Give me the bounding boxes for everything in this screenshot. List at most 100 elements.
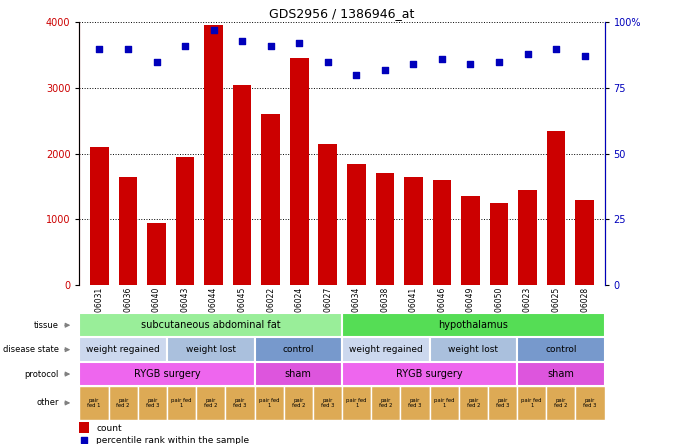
Bar xyxy=(547,386,576,420)
Text: pair
fed 3: pair fed 3 xyxy=(583,397,597,408)
Text: disease state: disease state xyxy=(3,345,59,354)
Bar xyxy=(347,163,366,285)
Title: GDS2956 / 1386946_at: GDS2956 / 1386946_at xyxy=(269,7,415,20)
Text: hypothalamus: hypothalamus xyxy=(438,320,509,330)
Bar xyxy=(79,337,167,362)
Point xyxy=(322,58,333,65)
Text: pair
fed 3: pair fed 3 xyxy=(408,397,422,408)
Bar xyxy=(488,386,517,420)
Bar xyxy=(342,313,605,337)
Bar xyxy=(433,180,451,285)
Bar xyxy=(205,25,223,285)
Point xyxy=(265,42,276,49)
Bar xyxy=(459,386,488,420)
Text: sham: sham xyxy=(285,369,312,379)
Point xyxy=(493,58,504,65)
Text: pair fed
1: pair fed 1 xyxy=(522,397,542,408)
Text: control: control xyxy=(283,345,314,354)
Point xyxy=(151,58,162,65)
Bar xyxy=(233,85,252,285)
Bar xyxy=(284,386,313,420)
Bar xyxy=(576,200,594,285)
Bar xyxy=(313,386,342,420)
Bar xyxy=(404,177,423,285)
Text: weight lost: weight lost xyxy=(448,345,498,354)
Bar xyxy=(517,337,605,362)
Point xyxy=(180,42,191,49)
Bar xyxy=(167,337,254,362)
Bar xyxy=(342,337,430,362)
Text: pair fed
1: pair fed 1 xyxy=(259,397,279,408)
Bar xyxy=(290,58,308,285)
Bar xyxy=(147,223,166,285)
Bar xyxy=(517,386,547,420)
Text: pair
fed 3: pair fed 3 xyxy=(146,397,159,408)
Text: pair
fed 1: pair fed 1 xyxy=(87,397,101,408)
Bar xyxy=(138,386,167,420)
Bar xyxy=(371,386,400,420)
Text: pair
fed 2: pair fed 2 xyxy=(204,397,218,408)
Text: RYGB surgery: RYGB surgery xyxy=(396,369,463,379)
Point xyxy=(122,45,133,52)
Text: subcutaneous abdominal fat: subcutaneous abdominal fat xyxy=(141,320,281,330)
Bar xyxy=(79,386,108,420)
Bar xyxy=(400,386,430,420)
Bar xyxy=(225,386,254,420)
Text: weight regained: weight regained xyxy=(86,345,160,354)
Bar xyxy=(254,337,342,362)
Text: pair
fed 2: pair fed 2 xyxy=(379,397,392,408)
Point xyxy=(94,45,105,52)
Point xyxy=(379,66,390,73)
Bar xyxy=(167,386,196,420)
Point xyxy=(351,71,362,78)
Text: RYGB surgery: RYGB surgery xyxy=(133,369,200,379)
Bar xyxy=(517,362,605,386)
Text: pair
fed 3: pair fed 3 xyxy=(496,397,509,408)
Bar xyxy=(461,196,480,285)
Bar xyxy=(79,313,342,337)
Text: pair
fed 2: pair fed 2 xyxy=(117,397,130,408)
Point xyxy=(208,27,219,34)
Text: weight lost: weight lost xyxy=(186,345,236,354)
Text: pair
fed 2: pair fed 2 xyxy=(554,397,567,408)
Bar xyxy=(119,177,138,285)
Text: pair fed
1: pair fed 1 xyxy=(171,397,192,408)
Point xyxy=(408,61,419,68)
Text: pair fed
1: pair fed 1 xyxy=(346,397,367,408)
Bar xyxy=(261,114,280,285)
Bar xyxy=(576,386,605,420)
Bar xyxy=(90,147,108,285)
Text: pair
fed 2: pair fed 2 xyxy=(292,397,305,408)
Bar xyxy=(176,157,194,285)
Point xyxy=(551,45,562,52)
Point xyxy=(465,61,476,68)
Bar xyxy=(547,131,565,285)
Point xyxy=(294,40,305,47)
Bar xyxy=(254,362,342,386)
Bar xyxy=(490,203,509,285)
Text: pair
fed 3: pair fed 3 xyxy=(321,397,334,408)
Text: pair
fed 3: pair fed 3 xyxy=(234,397,247,408)
Bar xyxy=(108,386,138,420)
Text: weight regained: weight regained xyxy=(349,345,423,354)
Bar xyxy=(342,362,517,386)
Point xyxy=(236,37,247,44)
Bar xyxy=(254,386,284,420)
Point xyxy=(437,56,448,63)
Bar xyxy=(430,386,459,420)
Text: other: other xyxy=(37,398,59,408)
Bar xyxy=(518,190,537,285)
Text: sham: sham xyxy=(547,369,574,379)
Bar xyxy=(79,362,254,386)
Point xyxy=(522,50,533,57)
Text: tissue: tissue xyxy=(34,321,59,330)
Text: pair fed
1: pair fed 1 xyxy=(434,397,455,408)
Bar xyxy=(376,174,394,285)
Bar xyxy=(342,386,371,420)
Text: control: control xyxy=(545,345,576,354)
Text: percentile rank within the sample: percentile rank within the sample xyxy=(96,436,249,444)
Text: protocol: protocol xyxy=(24,369,59,379)
Bar xyxy=(196,386,225,420)
Bar xyxy=(430,337,517,362)
Text: pair
fed 2: pair fed 2 xyxy=(466,397,480,408)
